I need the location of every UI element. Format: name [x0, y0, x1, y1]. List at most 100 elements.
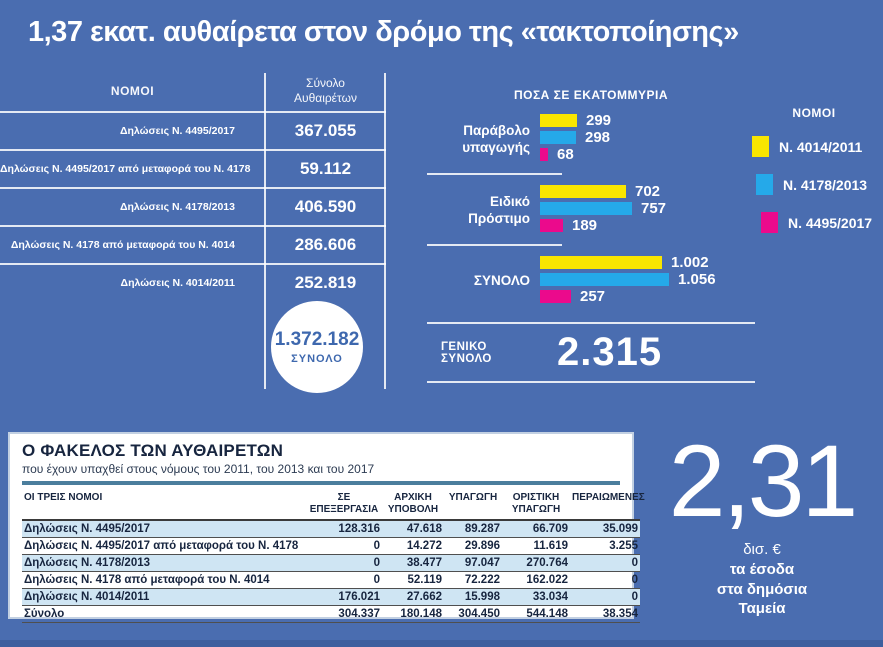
table-row: Δηλώσεις Ν. 4014/2011 176.021 27.662 15.998…	[22, 588, 640, 606]
panel-subtitle: που έχουν υπαχθεί στους νόμους του 2011,…	[22, 462, 375, 476]
row-value: 304.337	[338, 608, 380, 620]
legend-label: Ν. 4178/2013	[783, 176, 868, 193]
bar-magenta	[540, 290, 571, 303]
category-label: Παράβολο υπαγωγής	[462, 123, 530, 155]
table-row: Δηλώσεις Ν. 4178 από μεταφορά του Ν. 401…	[22, 572, 640, 589]
row-value: 38.354	[602, 608, 638, 620]
files-table-header: ΟΙ ΤΡΕΙΣ ΝΟΜΟΙ ΣΕ ΕΠΕΞΕΡΓΑΣΙΑ ΑΡΧΙΚΗ ΥΠΟΒΟ…	[22, 486, 645, 521]
row-label: Δηλώσεις Ν. 4178 από μεταφορά του Ν. 401…	[24, 574, 270, 586]
caption-line: τα έσοδα	[729, 561, 795, 578]
grand-total-value: 2.315	[557, 330, 663, 374]
revenue-unit: δισ. €	[743, 541, 781, 558]
row-value: 27.662	[406, 591, 442, 603]
row-value: 35.099	[602, 523, 638, 535]
bar-cyan	[540, 202, 632, 215]
bar-value-label: 1.056	[678, 271, 716, 288]
bar-yellow	[540, 114, 577, 127]
bar-value-label: 257	[580, 288, 606, 305]
column-header: ΣΕ ΕΠΕΞΕΡΓΑΣΙΑ	[306, 486, 382, 521]
row-value: 0	[631, 591, 638, 603]
cyan-swatch-icon	[756, 174, 773, 195]
files-panel: Ο ΦΑΚΕΛΟΣ ΤΩΝ ΑΥΘΑΙΡΕΤΩΝ που έχουν υπαχθ…	[8, 432, 645, 623]
row-value: 286.606	[294, 235, 357, 254]
page-title: 1,37 εκατ. αυθαίρετα στον δρόμο της «τακ…	[28, 16, 739, 48]
row-label: Σύνολο	[24, 608, 65, 620]
table-row: Δηλώσεις Ν. 4495/2017 από μεταφορά του Ν…	[22, 538, 640, 555]
row-value: 304.450	[458, 608, 500, 620]
bar-magenta	[540, 148, 548, 161]
bar-cyan	[540, 273, 669, 286]
table-row: Δηλώσεις Ν. 4178/2013 0 38.477 97.047 270.76…	[22, 554, 640, 572]
table-row: Δηλώσεις Ν. 4178 από μεταφορά του Ν. 401…	[0, 225, 386, 263]
row-value: 52.119	[407, 574, 442, 586]
bar-value-label: 299	[586, 112, 612, 129]
table-divider-line	[264, 73, 266, 389]
category-label: Ειδικό Πρόστιμο	[468, 194, 530, 226]
revenue-caption: τα έσοδα στα δημόσια Ταμεία	[648, 560, 876, 619]
table-row: Δηλώσεις Ν. 4014/2011 252.819	[0, 263, 386, 301]
row-value: 252.819	[294, 273, 357, 292]
row-value: 180.148	[400, 608, 442, 620]
row-value: 270.764	[526, 557, 568, 569]
chart-group: ΣΥΝΟΛΟ 1.002 1.056 257	[427, 254, 755, 307]
bar-stack: 299 298 68	[540, 112, 755, 165]
panel-title: Ο ΦΑΚΕΛΟΣ ΤΩΝ ΑΥΘΑΙΡΕΤΩΝ	[22, 441, 284, 460]
yellow-swatch-icon	[752, 136, 769, 157]
declarations-table-header: ΝΟΜΟΙ Σύνολο Αυθαιρέτων	[0, 70, 386, 111]
bar-row: 702	[540, 183, 755, 200]
panel-rule	[22, 481, 620, 485]
bar-value-label: 1.002	[671, 254, 709, 271]
legend-label: Ν. 4014/2011	[779, 138, 863, 155]
legend-label: Ν. 4495/2017	[788, 214, 873, 231]
bar-row: 189	[540, 217, 755, 234]
table-row: Δηλώσεις Ν. 4495/2017 128.316 47.618 89.287…	[22, 520, 640, 538]
row-value: 0	[373, 557, 380, 569]
bar-row: 299	[540, 112, 755, 129]
row-value: 33.034	[532, 591, 568, 603]
files-table-body: Δηλώσεις Ν. 4495/2017 128.316 47.618 89.287…	[22, 520, 640, 623]
bar-row: 1.056	[540, 271, 755, 288]
bar-value-label: 68	[557, 146, 574, 163]
chart-group: Παράβολο υπαγωγής 299 298 68	[427, 112, 755, 165]
row-value: 97.047	[464, 557, 500, 569]
chart-group: Ειδικό Πρόστιμο 702 757 189	[427, 183, 755, 236]
row-value: 176.021	[338, 591, 380, 603]
group-separator-line	[427, 173, 562, 175]
bar-yellow	[540, 185, 626, 198]
column-header-laws: ΝΟΜΟΙ	[110, 83, 155, 98]
row-label: Δηλώσεις Ν. 4495/2017 από μεταφορά του Ν…	[0, 163, 251, 175]
bar-row: 257	[540, 288, 755, 305]
legend-title: ΝΟΜΟΙ	[792, 106, 836, 120]
row-value: 59.112	[299, 159, 352, 178]
bar-stack: 702 757 189	[540, 183, 755, 236]
bar-stack: 1.002 1.056 257	[540, 254, 755, 307]
row-label: Δηλώσεις Ν. 4178/2013	[24, 557, 151, 569]
legend-item: Ν. 4014/2011	[752, 136, 876, 157]
row-value: 544.148	[526, 608, 568, 620]
bar-row: 757	[540, 200, 755, 217]
bar-value-label: 757	[641, 200, 667, 217]
table-row: Δηλώσεις Ν. 4495/2017 367.055	[0, 111, 386, 149]
row-value: 72.222	[464, 574, 500, 586]
amounts-bar-chart: ΠΟΣΑ ΣΕ ΕΚΑΤΟΜΜΥΡΙΑ Παράβολο υπαγωγής 299…	[427, 88, 755, 307]
row-value: 162.022	[526, 574, 568, 586]
footer-strip	[0, 640, 883, 647]
bar-row: 68	[540, 146, 755, 163]
chart-title: ΠΟΣΑ ΣΕ ΕΚΑΤΟΜΜΥΡΙΑ	[513, 88, 669, 102]
legend-item: Ν. 4178/2013	[752, 174, 876, 195]
bar-cyan	[540, 131, 576, 144]
caption-line: στα δημόσια	[716, 580, 808, 598]
revenue-value: 2,31	[668, 424, 859, 538]
group-separator-line	[427, 244, 562, 246]
row-value: 89.287	[464, 523, 500, 535]
table-border-line	[384, 73, 386, 389]
row-value: 406.590	[294, 197, 357, 216]
caption-line: Ταμεία	[738, 600, 786, 617]
row-label: Δηλώσεις Ν. 4178 από μεταφορά του Ν. 401…	[10, 239, 235, 251]
column-header: ΟΡΙΣΤΙΚΗ ΥΠΑΓΩΓΗ	[502, 486, 570, 521]
row-value: 0	[373, 540, 380, 552]
row-label: Δηλώσεις Ν. 4495/2017 από μεταφορά του Ν…	[24, 540, 299, 552]
total-circle-badge: 1.372.182 ΣΥΝΟΛΟ	[271, 301, 363, 393]
row-label: Δηλώσεις Ν. 4014/2011	[120, 277, 235, 289]
category-label: ΣΥΝΟΛΟ	[473, 273, 530, 289]
